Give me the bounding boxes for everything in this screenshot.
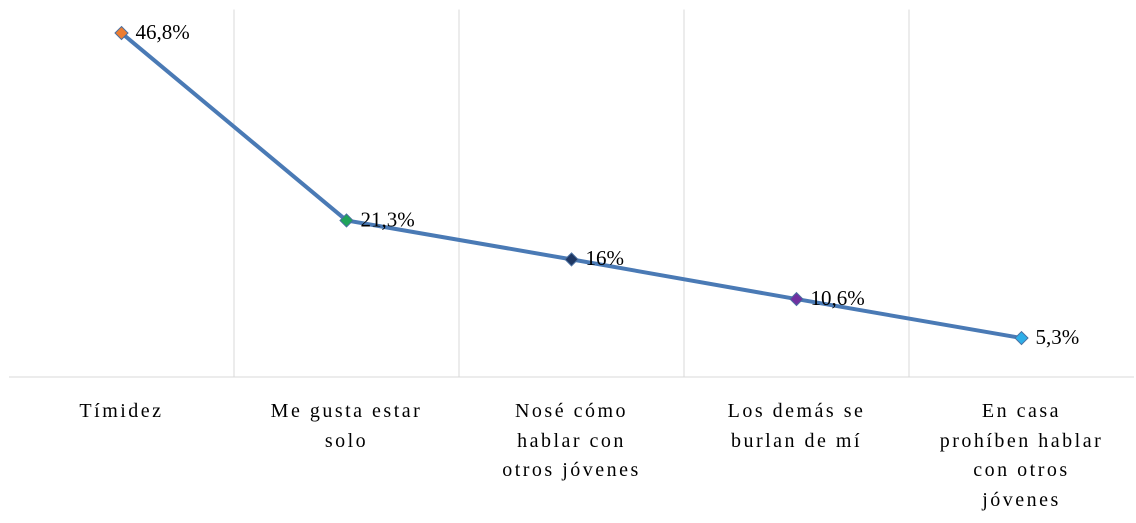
line xyxy=(120,31,1022,341)
data-label: 46,8% xyxy=(136,20,190,44)
marker xyxy=(114,25,129,41)
x-tick-label: Tímidez xyxy=(79,400,164,422)
x-tick-label: Me gusta estar solo xyxy=(270,400,423,452)
data-label: 16% xyxy=(586,246,625,270)
x-tick-label: Nosé cómo hablar con otros jóvenes xyxy=(502,400,641,481)
marker xyxy=(564,252,579,267)
data-label: 21,3% xyxy=(361,207,415,231)
chart: 46,8% 21,3% 16% 10,6% 5,3% xyxy=(9,9,1134,378)
x-tick-label: En casa prohíben hablar con otros jóvene… xyxy=(939,400,1104,511)
x-tick-label: Los demás se burlan de mí xyxy=(727,400,866,452)
marker xyxy=(789,291,804,307)
data-label: 10,6% xyxy=(811,286,865,310)
marker xyxy=(339,213,354,228)
marker xyxy=(1014,330,1029,346)
data-label: 5,3% xyxy=(1036,325,1080,349)
